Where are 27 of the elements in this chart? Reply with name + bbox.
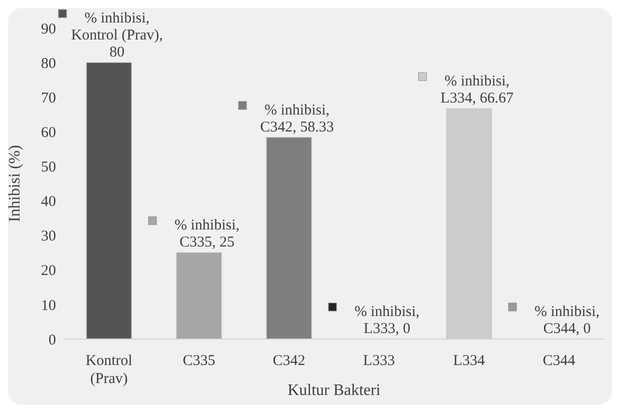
y-axis-title: Inhibisi (%) bbox=[6, 145, 24, 222]
data-label: % inhibisi, C335, 25 bbox=[174, 218, 240, 251]
y-tick-label: 0 bbox=[48, 332, 56, 348]
y-tick-label: 90 bbox=[41, 21, 56, 38]
data-label: % inhibisi, C344, 0 bbox=[534, 304, 600, 337]
bar bbox=[176, 252, 222, 339]
x-axis-title: Kultur Bakteri bbox=[288, 382, 381, 399]
x-tick-label: Kontrol (Prav) bbox=[86, 353, 132, 387]
y-tick-label: 70 bbox=[41, 90, 56, 106]
x-tick-label: C342 bbox=[272, 353, 306, 369]
x-tick-label: L334 bbox=[453, 353, 486, 369]
y-tick-label: 20 bbox=[41, 263, 56, 280]
bar bbox=[86, 62, 132, 339]
data-label: % inhibisi, C342, 58.33 bbox=[260, 102, 334, 136]
x-tick-label: C335 bbox=[182, 353, 216, 369]
y-tick-label: 10 bbox=[41, 298, 56, 314]
data-label: % inhibisi, Kontrol (Prav), 80 bbox=[71, 10, 163, 61]
y-tick-label: 60 bbox=[41, 124, 56, 141]
data-label: % inhibisi, L333, 0 bbox=[354, 304, 420, 337]
y-tick-label: 40 bbox=[41, 194, 56, 210]
data-label: % inhibisi, L334, 66.67 bbox=[440, 74, 514, 107]
y-tick-label: 50 bbox=[41, 160, 56, 176]
x-tick-label: C344 bbox=[542, 353, 576, 369]
y-tick-label: 80 bbox=[41, 56, 56, 72]
bar bbox=[266, 137, 312, 339]
x-tick-label: L333 bbox=[363, 353, 395, 369]
y-tick-label: 30 bbox=[41, 228, 56, 245]
